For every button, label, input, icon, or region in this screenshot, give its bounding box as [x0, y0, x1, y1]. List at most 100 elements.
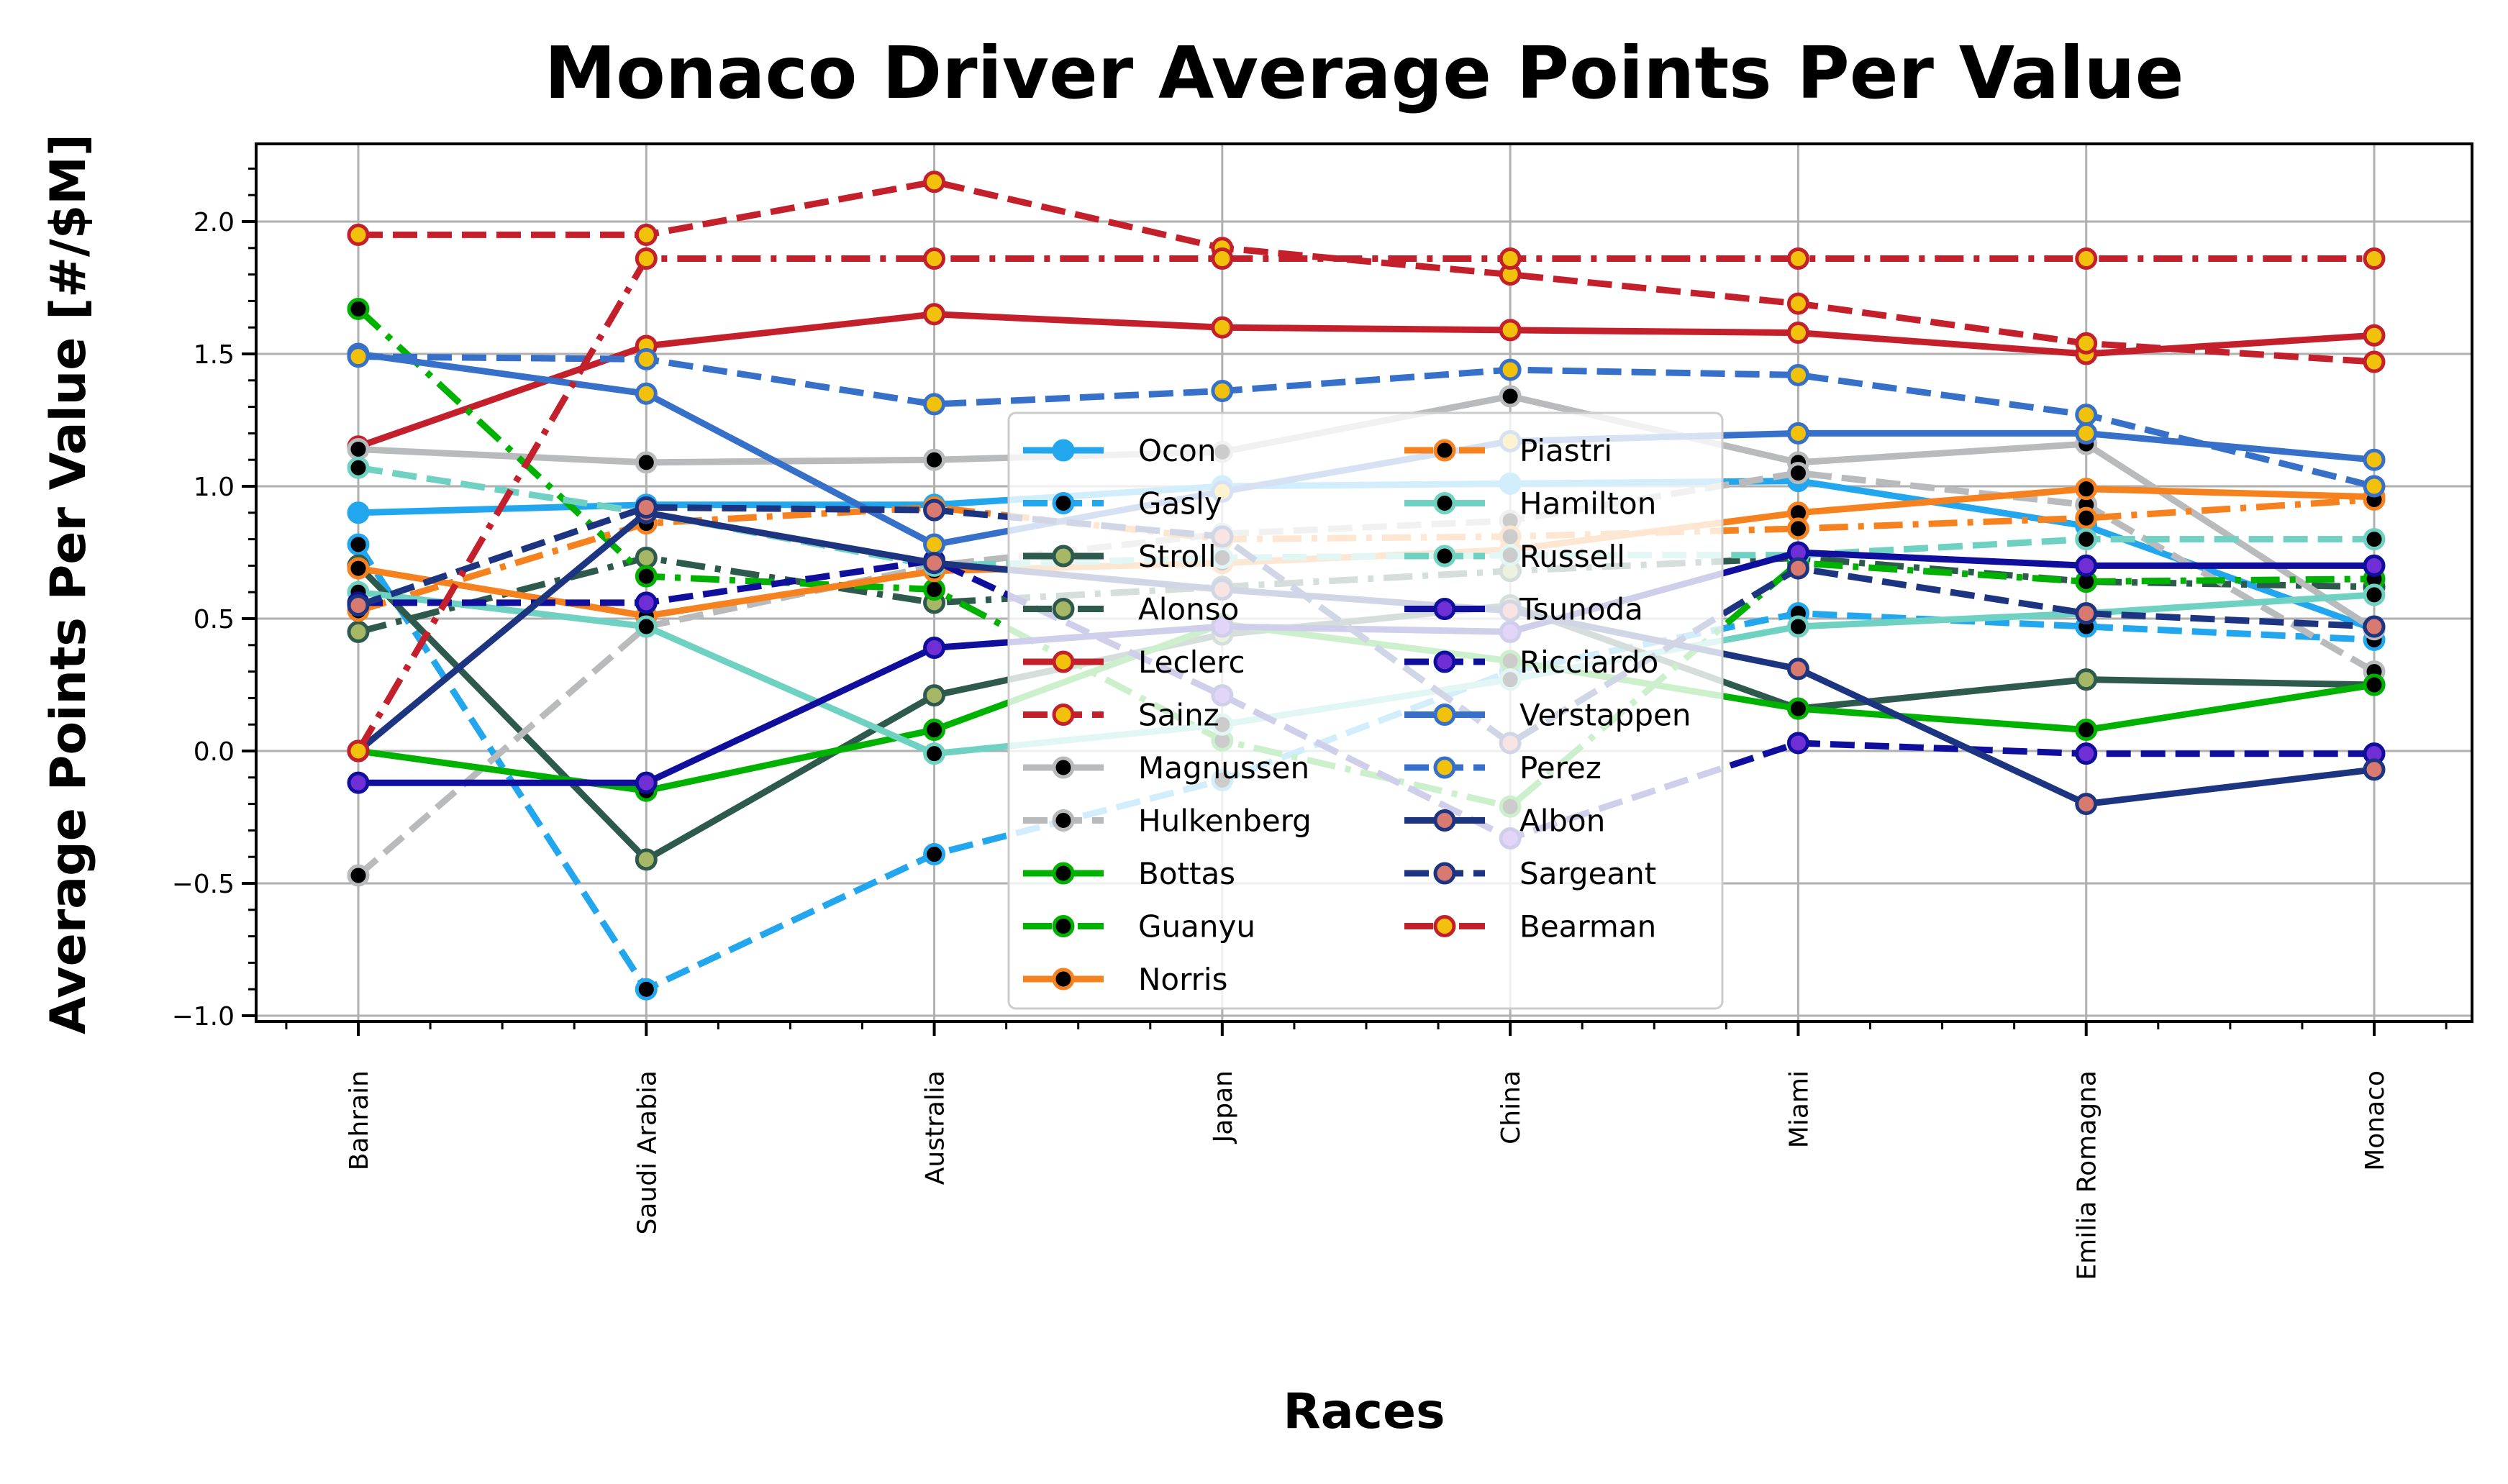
- y-tick-label: −0.5: [172, 870, 235, 899]
- data-point-albon: [1786, 657, 1809, 680]
- legend-swatch-marker: [1433, 598, 1456, 620]
- chart-title: Monaco Driver Average Points Per Value: [545, 31, 2184, 115]
- legend-label: Piastri: [1519, 433, 1612, 468]
- data-point-hamilton: [635, 615, 658, 638]
- axis-ticks: Bahrain Saudi Arabia Australia Japan China Mi…: [172, 167, 2448, 1280]
- legend-item-norris: Norris: [1023, 962, 1227, 997]
- series-line-perez: [358, 353, 2376, 490]
- data-point-norris: [2075, 478, 2098, 501]
- data-point-hulkenberg: [1786, 462, 1809, 485]
- legend-item-tsunoda: Tsunoda: [1404, 592, 1643, 627]
- y-tick-label: 1.0: [194, 473, 235, 502]
- legend-item-bottas: Bottas: [1023, 856, 1235, 891]
- legend-label: Ocon: [1138, 433, 1216, 468]
- data-point-sargeant: [635, 496, 658, 519]
- y-axis-label: Average Points Per Value [#/$M]: [40, 134, 97, 1034]
- legend-label: Bottas: [1138, 856, 1235, 891]
- y-tick-label: 2.0: [194, 208, 235, 237]
- data-point-verstappen: [1786, 422, 1809, 445]
- data-point-verstappen: [923, 533, 946, 556]
- legend-swatch-marker: [1433, 492, 1456, 514]
- data-point-magnussen: [923, 448, 946, 471]
- data-point-guanyu: [923, 578, 946, 601]
- legend-label: Sargeant: [1519, 856, 1656, 891]
- legend-item-leclerc: Leclerc: [1023, 645, 1245, 680]
- legend-label: Bearman: [1519, 909, 1656, 944]
- data-point-albon: [923, 552, 946, 575]
- legend-swatch-marker: [1433, 650, 1456, 673]
- x-tick-label-china: China: [1496, 1070, 1526, 1144]
- legend-item-verstappen: Verstappen: [1404, 698, 1691, 733]
- series-line-leclerc: [357, 311, 2375, 450]
- data-point-perez: [2363, 475, 2386, 498]
- data-point-albon: [2363, 758, 2386, 781]
- legend-swatch-marker: [1052, 650, 1075, 673]
- legend-label: Tsunoda: [1519, 592, 1643, 627]
- data-point-tsunoda: [347, 771, 370, 794]
- plot-frame: [255, 142, 2473, 1023]
- data-point-magnussen: [347, 437, 370, 460]
- legend-swatch-marker: [1052, 704, 1075, 726]
- x-tick-label-monaco: Monaco: [2361, 1070, 2390, 1171]
- data-point-perez: [923, 393, 946, 416]
- data-point-tsunoda: [2363, 554, 2386, 577]
- data-point-piastri: [2075, 506, 2098, 529]
- legend-label: Perez: [1519, 750, 1601, 786]
- series-line-bearman: [355, 255, 2374, 753]
- data-point-bottas: [2075, 719, 2098, 742]
- data-point-tsunoda: [635, 771, 658, 794]
- legend-item-albon: Albon: [1404, 804, 1605, 839]
- legend-label: Russell: [1519, 539, 1625, 574]
- data-point-bearman: [347, 739, 370, 763]
- data-point-piastri: [1786, 517, 1809, 540]
- data-point-bearman: [2363, 247, 2386, 270]
- legend-item-guanyu: Guanyu: [1023, 909, 1255, 944]
- legend-item-perez: Perez: [1404, 750, 1601, 786]
- legend-box: [1007, 411, 1724, 1010]
- data-point-sargeant: [923, 499, 946, 522]
- data-point-sargeant: [2363, 615, 2386, 638]
- legend-swatch-marker: [1052, 968, 1075, 991]
- x-tick-label-saudi-arabia: Saudi Arabia: [632, 1070, 662, 1234]
- data-point-sargeant: [1786, 557, 1809, 580]
- legend-swatch-marker: [1052, 915, 1075, 937]
- data-point-albon: [2075, 793, 2098, 816]
- data-point-bearman: [1499, 247, 1522, 270]
- data-point-russell: [2075, 528, 2098, 551]
- x-tick-label-miami: Miami: [1784, 1070, 1814, 1148]
- legend-swatch-marker: [1433, 439, 1456, 462]
- data-point-stroll: [2075, 668, 2098, 691]
- data-point-hamilton: [1786, 615, 1809, 638]
- data-point-bearman: [1211, 247, 1234, 270]
- x-tick-label-japan: Japan: [1209, 1070, 1238, 1144]
- data-point-stroll: [635, 848, 658, 871]
- legend-swatch-marker: [1052, 598, 1075, 620]
- legend-label: Leclerc: [1138, 645, 1245, 680]
- legend-swatch-marker: [1433, 809, 1456, 832]
- data-point-hulkenberg: [347, 864, 370, 887]
- data-point-sainz: [2075, 332, 2098, 355]
- legend-swatch-marker: [1052, 862, 1075, 885]
- y-tick-label: 0.0: [194, 737, 235, 767]
- data-point-sargeant: [2075, 602, 2098, 625]
- data-point-sargeant: [347, 594, 370, 617]
- legend-swatch-marker: [1052, 545, 1075, 568]
- legend-label: Sainz: [1138, 698, 1219, 733]
- data-point-perez: [1499, 358, 1522, 381]
- data-point-norris: [347, 557, 370, 580]
- legend-item-russell: Russell: [1404, 539, 1625, 574]
- legend-label: Verstappen: [1519, 698, 1691, 733]
- x-tick-label-australia: Australia: [921, 1070, 950, 1185]
- data-point-guanyu: [635, 565, 658, 588]
- legend-label: Ricciardo: [1519, 645, 1658, 680]
- legend-label: Gasly: [1138, 486, 1222, 522]
- data-point-magnussen: [1499, 385, 1522, 408]
- data-point-alonso: [347, 620, 370, 643]
- data-point-hamilton: [2363, 583, 2386, 606]
- data-point-russell: [347, 456, 370, 479]
- legend-swatch-marker: [1052, 809, 1075, 832]
- data-point-guanyu: [347, 297, 370, 320]
- legend-swatch-marker: [1433, 756, 1456, 779]
- data-point-sainz: [1786, 292, 1809, 315]
- data-point-magnussen: [635, 451, 658, 474]
